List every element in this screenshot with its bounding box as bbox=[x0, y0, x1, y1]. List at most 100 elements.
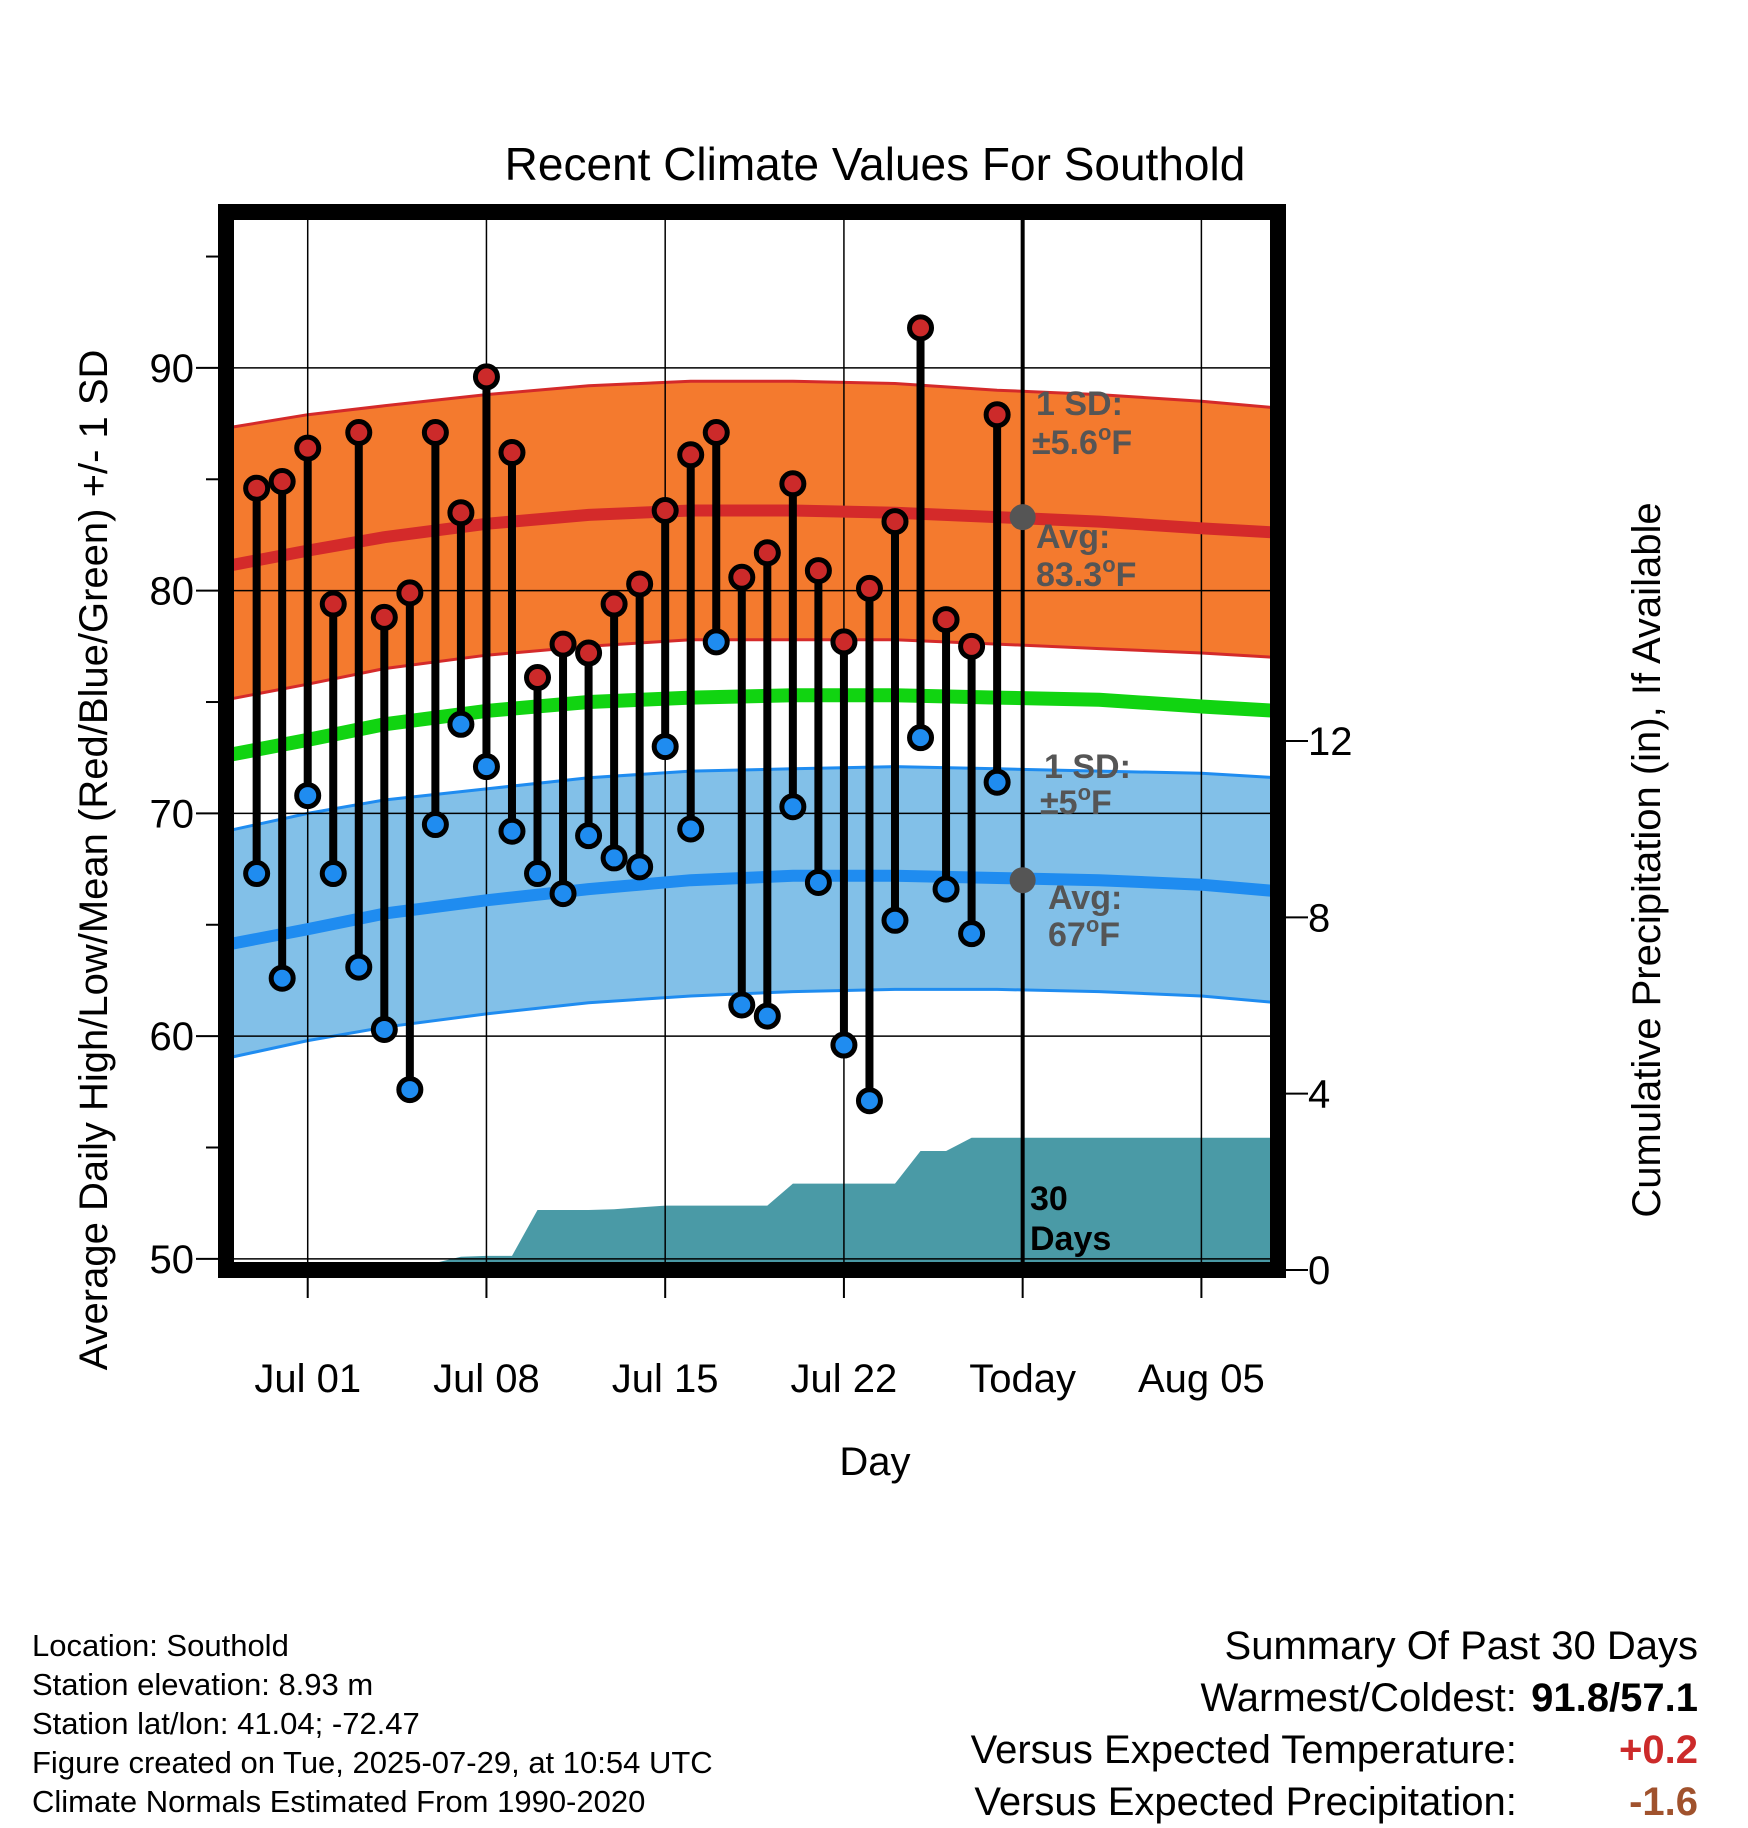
precip-anomaly-value: -1.6 bbox=[1629, 1780, 1698, 1824]
plot-area: 50 60 70 80 90 0 4 8 12 Jul 01 Jul 08 Jul 15 Jul 22 T… bbox=[150, 204, 1353, 1401]
normal-high-line bbox=[224, 504, 1279, 573]
y-tick-label: 70 bbox=[150, 792, 195, 836]
daily-low-point bbox=[524, 860, 552, 888]
low-sd-value: ±5oF bbox=[1040, 780, 1112, 822]
x-axis-label: Day bbox=[839, 1440, 910, 1484]
y-tick-label: 90 bbox=[150, 347, 195, 391]
high-avg-value: 83.3oF bbox=[1036, 552, 1136, 594]
latlon-text: Station lat/lon: 41.04; -72.47 bbox=[32, 1706, 420, 1741]
daily-high-point bbox=[753, 539, 781, 567]
y2-tick-label: 0 bbox=[1308, 1249, 1330, 1293]
cumulative-precip-area bbox=[226, 1137, 1278, 1270]
daily-low-point bbox=[677, 815, 705, 843]
y2-tick-label: 4 bbox=[1308, 1073, 1330, 1117]
station-info: Location: Southold Station elevation: 8.… bbox=[32, 1626, 713, 1821]
daily-low-point bbox=[779, 793, 807, 821]
daily-low-point bbox=[575, 822, 603, 850]
low-sd-band bbox=[226, 766, 1278, 1059]
created-text: Figure created on Tue, 2025-07-29, at 10… bbox=[32, 1745, 713, 1780]
daily-low-point bbox=[243, 860, 271, 888]
daily-low-point bbox=[600, 844, 628, 872]
daily-high-point bbox=[319, 590, 347, 618]
high-avg-label: Avg: bbox=[1036, 518, 1110, 556]
daily-high-point bbox=[958, 632, 986, 660]
warm-cold-value: 91.8/57.1 bbox=[1531, 1676, 1698, 1720]
daily-high-point bbox=[932, 606, 960, 634]
precip-anomaly-label: Versus Expected Precipitation: bbox=[974, 1780, 1517, 1824]
daily-high-point bbox=[600, 590, 628, 618]
chart-title: Recent Climate Values For Southold bbox=[505, 138, 1246, 190]
daily-low-point bbox=[651, 733, 679, 761]
daily-high-point bbox=[524, 664, 552, 692]
daily-high-point bbox=[855, 574, 883, 602]
plot-frame bbox=[218, 204, 1286, 1278]
high-sd-value: ±5.6oF bbox=[1032, 420, 1132, 462]
x-tick-label: Jul 22 bbox=[791, 1357, 898, 1401]
daily-high-point bbox=[421, 419, 449, 447]
y-tick-label: 60 bbox=[150, 1015, 195, 1059]
summary-title: Summary Of Past 30 Days bbox=[1224, 1624, 1698, 1668]
daily-low-point bbox=[268, 964, 296, 992]
daily-low-point bbox=[370, 1015, 398, 1043]
daily-high-point bbox=[370, 603, 398, 631]
daily-low-point bbox=[907, 724, 935, 752]
daily-low-point bbox=[753, 1002, 781, 1030]
daily-high-point bbox=[728, 563, 756, 591]
daily-low-point bbox=[549, 880, 577, 908]
daily-high-point bbox=[907, 314, 935, 342]
daily-low-point bbox=[447, 710, 475, 738]
daily-high-point bbox=[983, 401, 1011, 429]
daily-high-point bbox=[549, 630, 577, 658]
daily-high-point bbox=[447, 499, 475, 527]
daily-low-point bbox=[804, 868, 832, 896]
x-tick-label: Today bbox=[969, 1357, 1076, 1401]
high-sd-label: 1 SD: bbox=[1036, 385, 1123, 423]
daily-high-point bbox=[396, 579, 424, 607]
normals-text: Climate Normals Estimated From 1990-2020 bbox=[32, 1784, 646, 1819]
daily-low-point bbox=[830, 1031, 858, 1059]
x-tick-label: Aug 05 bbox=[1138, 1357, 1265, 1401]
today-low-avg-marker bbox=[1009, 867, 1036, 894]
location-text: Location: Southold bbox=[32, 1628, 289, 1663]
daily-low-point bbox=[294, 782, 322, 810]
daily-low-point bbox=[421, 811, 449, 839]
daily-high-point bbox=[881, 508, 909, 536]
daily-low-point bbox=[396, 1076, 424, 1104]
daily-high-point bbox=[804, 557, 832, 585]
high-sd-upper-line bbox=[225, 379, 1279, 430]
daily-low-point bbox=[932, 875, 960, 903]
y2-axis-label: Cumulative Precipitation (in), If Availa… bbox=[1625, 502, 1669, 1217]
y-axis-label: Average Daily High/Low/Mean (Red/Blue/Gr… bbox=[72, 350, 116, 1371]
today-high-avg-marker bbox=[1009, 504, 1036, 531]
days-label-number: 30 bbox=[1030, 1180, 1068, 1218]
y2-tick-label: 12 bbox=[1308, 720, 1353, 764]
daily-high-point bbox=[294, 434, 322, 462]
temp-anomaly-label: Versus Expected Temperature: bbox=[970, 1728, 1517, 1772]
daily-low-point bbox=[728, 991, 756, 1019]
x-tick-label: Jul 01 bbox=[254, 1357, 361, 1401]
daily-high-point bbox=[651, 496, 679, 524]
daily-high-point bbox=[830, 628, 858, 656]
daily-high-point bbox=[472, 363, 500, 391]
warm-cold-label: Warmest/Coldest: bbox=[1200, 1676, 1517, 1720]
low-sd-label: 1 SD: bbox=[1044, 748, 1131, 786]
days-label-text: Days bbox=[1030, 1220, 1111, 1258]
daily-low-point bbox=[958, 920, 986, 948]
daily-low-point bbox=[702, 628, 730, 656]
low-avg-value: 67oF bbox=[1048, 912, 1120, 954]
temp-anomaly-value: +0.2 bbox=[1619, 1728, 1698, 1772]
elevation-text: Station elevation: 8.93 m bbox=[32, 1667, 374, 1702]
daily-high-point bbox=[268, 468, 296, 496]
daily-high-point bbox=[345, 419, 373, 447]
daily-low-point bbox=[319, 860, 347, 888]
daily-low-point bbox=[472, 753, 500, 781]
daily-high-point bbox=[498, 439, 526, 467]
daily-low-point bbox=[881, 906, 909, 934]
daily-high-point bbox=[702, 419, 730, 447]
daily-high-point bbox=[575, 639, 603, 667]
daily-low-point bbox=[498, 817, 526, 845]
x-tick-label: Jul 15 bbox=[612, 1357, 719, 1401]
daily-high-point bbox=[243, 474, 271, 502]
climate-chart: Recent Climate Values For Southold 50 60 7… bbox=[72, 138, 1669, 1484]
daily-high-point bbox=[779, 470, 807, 498]
